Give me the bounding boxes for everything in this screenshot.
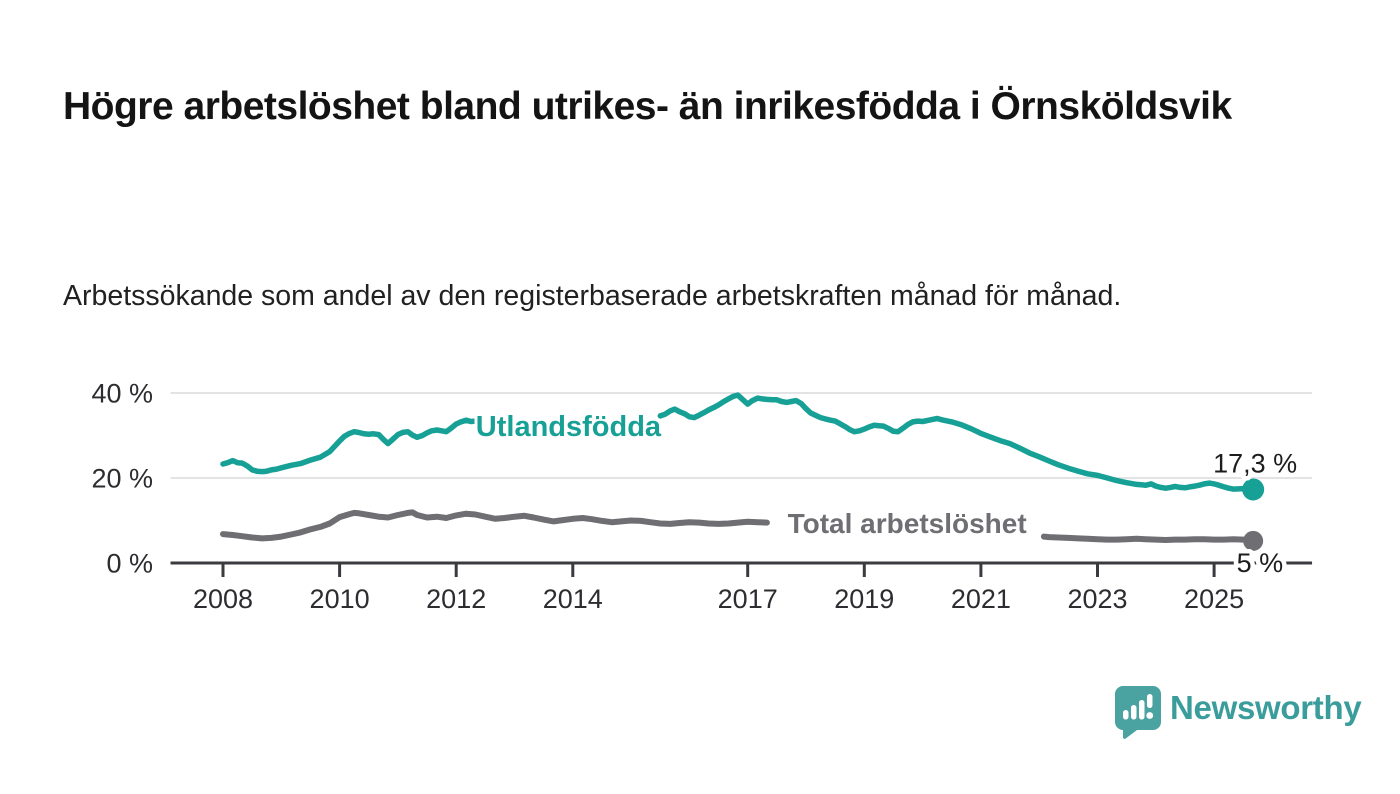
x-axis-label: 2012 [426,584,486,614]
x-axis-label: 2017 [718,584,778,614]
x-axis-label: 2023 [1067,584,1127,614]
series-inline-label: Total arbetslöshet [788,508,1027,539]
y-axis-label: 0 % [106,549,153,579]
series-end-value-label: 17,3 % [1213,448,1297,478]
y-axis-label: 40 % [91,379,153,409]
series-end-dot [1243,530,1264,551]
bar-chart-speech-bubble-icon [1115,686,1161,739]
y-axis-label: 20 % [91,464,153,494]
page-title: Högre arbetslöshet bland utrikes- än inr… [63,85,1232,129]
chart-subtitle: Arbetssökande som andel av den registerb… [63,279,1122,312]
x-axis-label: 2010 [310,584,370,614]
x-axis-label: 2014 [543,584,603,614]
series-end-dot [1242,478,1265,501]
x-axis-label: 2025 [1184,584,1244,614]
x-axis-label: 2019 [834,584,894,614]
series-line [1040,533,1257,544]
x-axis-label: 2021 [951,584,1011,614]
series-end-value-label: 5 % [1237,548,1284,578]
series-inline-label: Utlandsfödda [476,411,662,443]
newsworthy-logo: Newsworthy [1115,686,1362,739]
x-axis-label: 2008 [193,584,253,614]
series-line [657,392,1256,493]
brand-name: Newsworthy [1170,689,1362,726]
series-line [220,417,479,475]
series-line [220,509,770,542]
